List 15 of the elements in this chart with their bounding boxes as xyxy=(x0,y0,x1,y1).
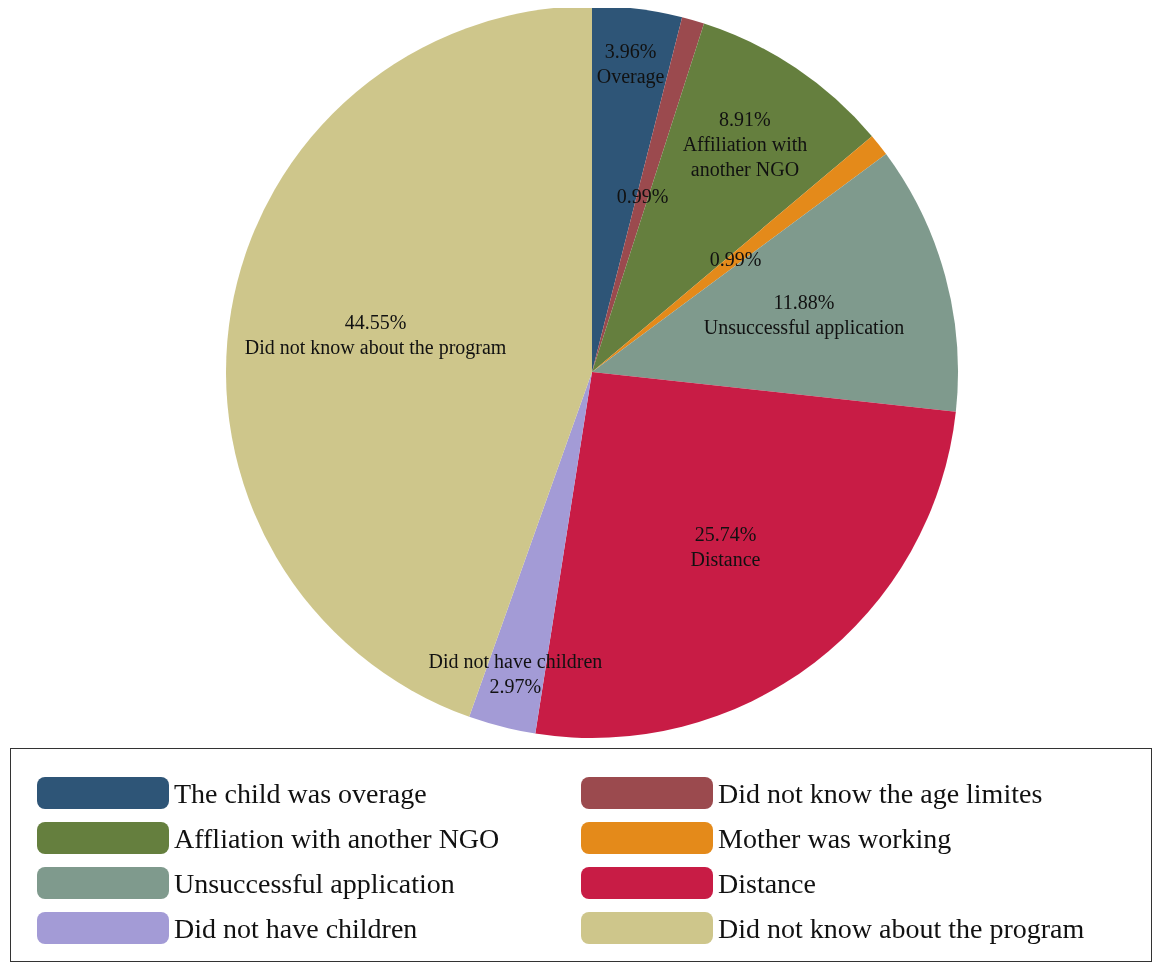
legend-label: Did not know about the program xyxy=(718,912,1085,944)
legend-label: Mother was working xyxy=(718,822,952,854)
data-label: 0.99% xyxy=(616,185,669,208)
legend-label: Did not have children xyxy=(174,912,418,944)
data-label: 44.55% Did not know about the program xyxy=(244,311,507,360)
data-label: 0.99% xyxy=(709,247,762,270)
data-label: 3.96% Overage xyxy=(596,39,665,88)
data-label: 25.74% Distance xyxy=(690,522,761,570)
legend-label: Unsuccessful application xyxy=(174,867,455,899)
legend-label: Did not know the age limites xyxy=(718,777,1043,809)
data-label: 8.91% Affiliation with another NGO xyxy=(682,108,808,181)
legend-label: The child was overage xyxy=(174,777,427,809)
legend-label: Affliation with another NGO xyxy=(174,822,500,854)
legend-label: Distance xyxy=(718,867,816,899)
data-label: 11.88% Unsuccessful application xyxy=(703,291,905,340)
